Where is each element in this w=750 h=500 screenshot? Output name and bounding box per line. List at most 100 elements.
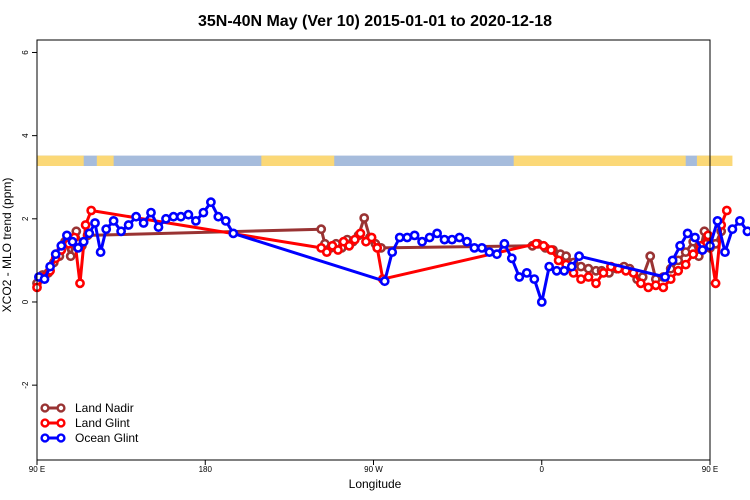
y-tick-label: -2 — [21, 381, 30, 389]
land-nadir-point — [65, 251, 76, 262]
land-band — [37, 155, 84, 166]
ocean-glint-point — [742, 226, 750, 237]
ocean-glint-point — [499, 238, 510, 249]
y-tick-label: 0 — [21, 299, 30, 304]
land-nadir-point — [561, 251, 571, 262]
ocean-glint-point — [50, 249, 61, 260]
ocean-glint-point — [735, 215, 745, 226]
x-tick-label: 90 W — [364, 465, 383, 474]
ocean-glint-point — [727, 224, 738, 235]
legend-item-land-nadir: Land Nadir — [40, 401, 134, 415]
ocean-glint-point — [116, 226, 126, 237]
ocean-glint-point — [675, 240, 685, 251]
ocean-glint-point — [447, 234, 457, 245]
ocean-glint-point — [521, 267, 532, 278]
ocean-glint-point — [90, 218, 100, 228]
ocean-glint-point — [559, 265, 570, 276]
land-glint-point — [643, 282, 654, 293]
ocean-glint-point — [205, 197, 216, 208]
axis-layer: 90 E 180 90 W 0 90 E -2 0 2 4 6 — [21, 39, 718, 474]
land-glint-point — [80, 220, 91, 230]
land-glint-point — [553, 255, 564, 266]
land-glint-point — [546, 245, 556, 255]
land-glint-point — [673, 265, 684, 276]
ocean-glint-point — [536, 297, 547, 307]
ocean-glint-point — [667, 255, 678, 266]
ocean-glint-point — [39, 274, 50, 284]
legend-swatch-marker — [40, 433, 50, 443]
land-glint-point — [372, 242, 383, 253]
ocean-glint-point — [183, 209, 194, 220]
ocean-glint-point — [394, 232, 405, 243]
land-nadir-point — [576, 261, 586, 272]
land-glint-point — [680, 259, 691, 270]
ocean-glint-point — [146, 207, 156, 218]
land-nadir-point — [359, 213, 370, 223]
land-glint-point — [531, 238, 541, 249]
land-band — [261, 155, 335, 166]
ocean-glint-point — [484, 247, 495, 257]
ocean-glint-point — [123, 220, 134, 230]
land-glint-point — [688, 249, 699, 260]
legend-swatch-marker — [56, 418, 66, 428]
land-nadir-point — [316, 224, 327, 235]
land-glint-point — [86, 205, 97, 216]
land-glint-point — [650, 280, 661, 291]
x-axis-title: Longitude — [349, 477, 402, 491]
legend-swatch-marker — [56, 433, 66, 443]
ocean-glint-point — [551, 265, 562, 276]
chart-title: 35N-40N May (Ver 10) 2015-01-01 to 2020-… — [198, 13, 552, 30]
ocean-glint-point — [432, 228, 442, 239]
legend-label: Land Nadir — [75, 401, 134, 415]
series-layer — [32, 197, 750, 307]
ocean-glint-point — [198, 207, 209, 218]
land-glint-point — [635, 278, 646, 289]
land-glint-point — [591, 278, 601, 289]
land-band — [96, 155, 114, 166]
ocean-glint-point — [491, 249, 502, 260]
ocean-glint-point — [138, 218, 149, 228]
x-tick-label: 90 E — [702, 465, 718, 474]
land-glint-point — [538, 240, 549, 251]
x-tick-label: 0 — [540, 465, 545, 474]
ocean-glint-point — [439, 234, 450, 245]
ocean-glint-point — [67, 236, 78, 247]
ocean-glint-point — [379, 276, 390, 287]
ocean-band — [37, 155, 710, 166]
ocean-glint-point — [454, 232, 465, 243]
series-ocean-glint — [34, 197, 750, 307]
ocean-glint-point — [529, 274, 540, 284]
ocean-glint-point — [101, 224, 112, 235]
legend-item-ocean-glint: Ocean Glint — [40, 431, 139, 445]
land-band — [696, 155, 733, 166]
ocean-glint-point — [544, 261, 555, 272]
land-glint-point — [576, 274, 586, 284]
ocean-glint-point — [153, 222, 164, 232]
ocean-glint-point — [462, 236, 472, 247]
land-ocean-strip — [37, 155, 733, 166]
ocean-glint-point — [161, 213, 171, 224]
land-glint-point — [321, 247, 332, 257]
y-axis-title: XCO2 - MLO trend (ppm) — [0, 178, 14, 313]
land-nadir-point — [645, 251, 656, 262]
land-nadir-point — [583, 263, 594, 274]
land-glint-point — [349, 234, 360, 245]
land-glint-point — [598, 267, 609, 278]
land-glint-point — [710, 278, 721, 289]
ocean-glint-point — [409, 230, 420, 241]
ocean-glint-point — [417, 236, 427, 247]
ocean-glint-point — [514, 272, 525, 282]
legend-swatch-marker — [40, 418, 50, 428]
x-tick-label: 180 — [199, 465, 213, 474]
legend-item-land-glint: Land Glint — [40, 416, 130, 430]
ocean-glint-point — [574, 251, 584, 262]
ocean-glint-point — [95, 247, 106, 257]
land-glint-point — [366, 232, 377, 243]
legend-label: Ocean Glint — [75, 431, 139, 445]
ocean-glint-point — [682, 228, 693, 239]
y-tick-label: 2 — [21, 216, 30, 221]
ocean-glint-point — [387, 247, 398, 257]
